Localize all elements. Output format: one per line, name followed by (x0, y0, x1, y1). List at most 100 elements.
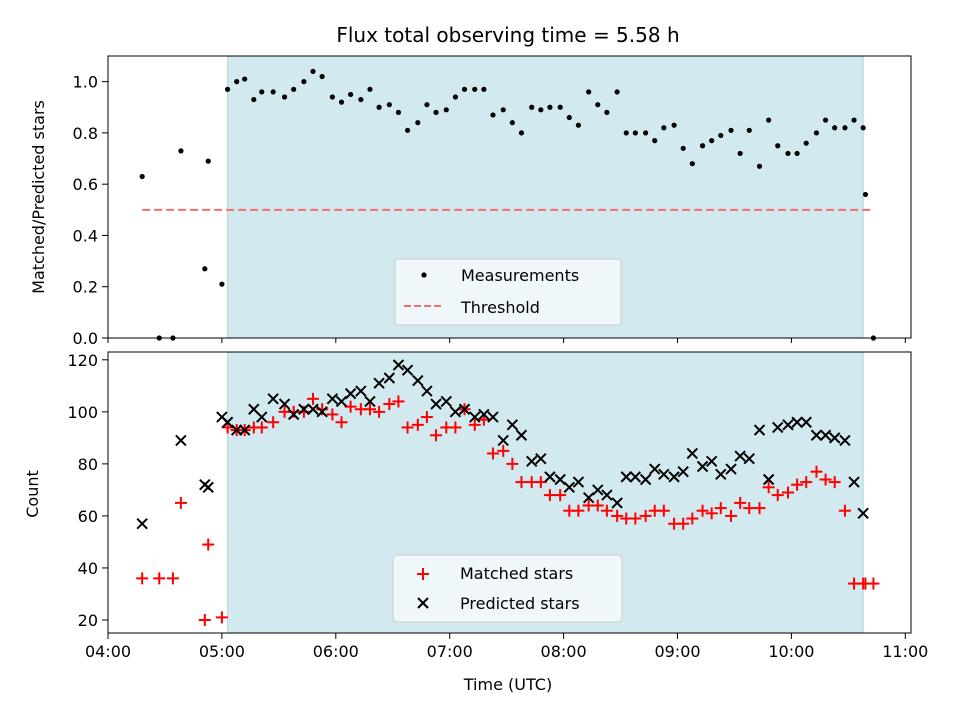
matched-star-point (363, 403, 376, 416)
measurement-point (358, 96, 364, 103)
predicted-star-point (753, 424, 766, 436)
matched-star-point (401, 421, 414, 434)
measurement-point (443, 107, 449, 113)
bottom-xtick-label: 08:00 (541, 642, 587, 661)
matched-star-point (753, 502, 766, 515)
predicted-star-point (810, 429, 823, 441)
predicted-star-point (278, 398, 291, 410)
matched-star-point (819, 473, 832, 486)
measurement-point (623, 130, 629, 136)
predicted-star-point (267, 393, 279, 405)
top-ytick-label: 0.8 (73, 124, 98, 143)
predicted-star-point (772, 421, 784, 434)
measurement-point (756, 163, 763, 169)
measurement-point (205, 158, 211, 164)
measurement-point (813, 130, 820, 136)
measurement-point (862, 191, 869, 198)
predicted-star-point (620, 471, 632, 483)
measurement-point (234, 79, 240, 85)
matched-star-point (800, 476, 813, 489)
top-plot-frame (107, 55, 912, 339)
measurement-point (709, 138, 715, 144)
matched-star-point (430, 429, 443, 442)
bottom-xtick-label: 07:00 (427, 642, 473, 661)
predicted-star-point (478, 408, 490, 421)
matched-star-point (449, 421, 462, 434)
matched-star-point (657, 504, 670, 517)
measurement-point (661, 125, 667, 131)
matched-star-point (202, 538, 215, 551)
predicted-star-point (535, 452, 547, 465)
bottom-y-axis-label: Count (23, 470, 42, 518)
measurement-point (680, 145, 686, 151)
measurement-point (310, 68, 316, 74)
matched-star-point (335, 416, 348, 429)
measurement-point (291, 86, 297, 92)
measurement-point (746, 127, 752, 133)
matched-star-point (468, 418, 481, 431)
matched-star-point (611, 509, 624, 522)
matched-star-point (828, 476, 841, 489)
predicted-star-point (582, 491, 595, 504)
measurement-point (395, 109, 402, 115)
measurement-point (415, 120, 421, 126)
predicted-star-point (592, 484, 604, 496)
predicted-star-point (544, 471, 556, 483)
predicted-star-point (601, 489, 613, 501)
measurement-point (699, 143, 706, 149)
predicted-star-point (335, 395, 348, 408)
measurement-point (139, 173, 145, 180)
predicted-star-point (857, 507, 869, 520)
bottom-xtick-label: 10:00 (768, 642, 814, 661)
predicted-star-point (696, 460, 709, 473)
measurement-point (586, 89, 592, 95)
predicted-star-point (487, 411, 499, 423)
measurement-point (643, 130, 649, 136)
matched-star-point (705, 507, 718, 520)
bottom-xtick-label: 05:00 (199, 642, 245, 661)
measurement-point (851, 117, 857, 123)
measurement-point (202, 266, 208, 272)
matched-star-point (725, 509, 738, 522)
matched-star-point (153, 572, 166, 585)
measurement-point (718, 132, 724, 139)
measurement-point (766, 117, 772, 123)
matched-star-point (838, 504, 851, 517)
matched-star-point (534, 476, 547, 489)
predicted-star-point (762, 473, 775, 486)
matched-star-point (515, 476, 528, 489)
matched-star-point (174, 496, 187, 509)
measurement-point (595, 102, 601, 108)
predicted-star-point (421, 385, 433, 397)
predicted-star-point (554, 473, 566, 486)
predicted-star-point (469, 411, 481, 423)
predicted-star-point (238, 424, 251, 436)
bottom-xtick-label: 11:00 (882, 642, 928, 661)
predicted-star-point (401, 364, 414, 376)
bottom-xtick-label: 06:00 (313, 642, 359, 661)
bottom-ytick-label: 120 (67, 351, 98, 370)
x-axis-label: Time (UTC) (463, 675, 552, 694)
measurement-point (604, 109, 610, 115)
measurement-point (652, 138, 658, 144)
matched-star-point (810, 465, 823, 478)
measurement-point (433, 109, 439, 115)
predicted-star-point (677, 465, 689, 478)
matched-star-point (771, 489, 784, 502)
predicted-star-point (364, 395, 376, 408)
top-y-axis-label: Matched/Predicted stars (29, 100, 48, 294)
measurement-point (178, 148, 184, 154)
measurement-point (452, 94, 458, 100)
matched-star-point (215, 611, 228, 624)
predicted-star-point (639, 473, 652, 486)
measurement-point (785, 150, 791, 157)
predicted-star-point (412, 374, 424, 387)
measurement-point (376, 104, 382, 110)
top-ytick-label: 0.6 (73, 175, 98, 194)
bottom-ytick-label: 40 (78, 559, 98, 578)
predicted-star-point (458, 403, 471, 415)
matched-star-point (198, 613, 211, 626)
predicted-star-point (668, 471, 680, 483)
predicted-star-point (373, 377, 385, 389)
